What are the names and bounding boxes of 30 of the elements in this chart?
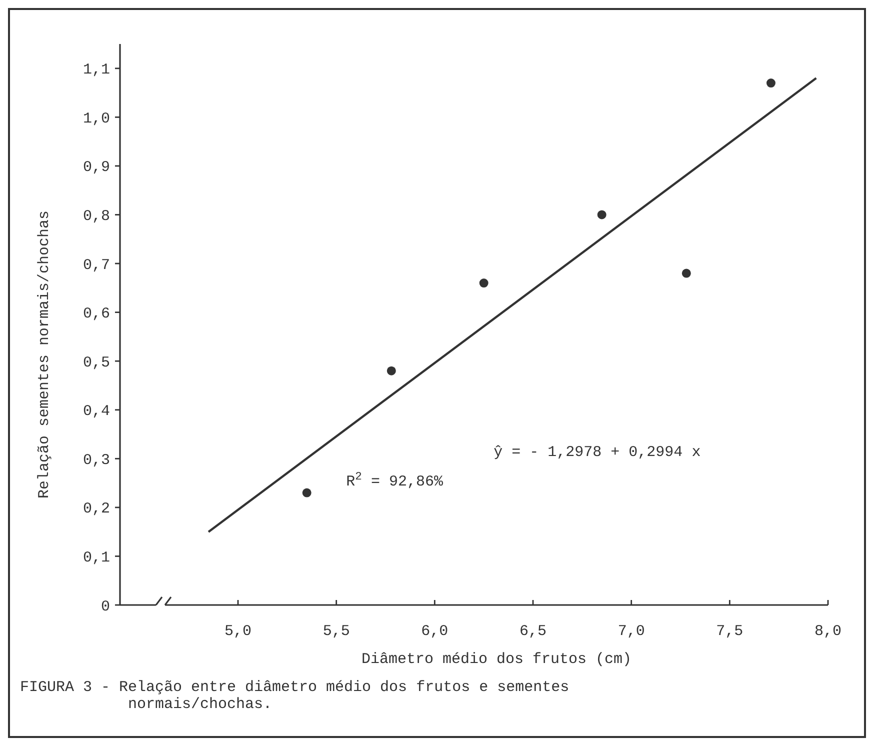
x-tick-label: 7,5 [716, 623, 744, 640]
x-tick-label: 6,5 [519, 623, 547, 640]
annotation: ŷ = - 1,2978 + 0,2994 x [494, 444, 701, 462]
y-tick-label: 0,7 [82, 256, 110, 274]
point [766, 78, 776, 88]
x-tick-label: 6,0 [421, 623, 448, 640]
y-axis-title: Relação sementes normais/chochas [36, 210, 53, 499]
x-tick-label: 8,0 [814, 623, 842, 640]
y-tick-label: 0,6 [82, 306, 110, 323]
point [479, 278, 488, 288]
y-tick-label: 1,1 [82, 62, 110, 79]
y-tick-label: 0,4 [82, 403, 110, 420]
x-tick-label: 7,0 [618, 623, 645, 640]
text: FIGURA 3 - Relação entre diâmetro médio dos frutos e sementes normais/chochas. [20, 679, 570, 713]
y-tick-label: 1,0 [82, 110, 110, 128]
point [302, 488, 312, 498]
point [682, 268, 691, 278]
y-tick-label: 0,1 [82, 549, 110, 566]
x-tick-label: 5,5 [322, 623, 350, 640]
y-tick-label: 0,3 [82, 452, 110, 469]
y-tick-label: 0,9 [82, 159, 110, 176]
y-tick-label: 0 [100, 598, 110, 616]
annotation: R$^{2}$ = 92,86% [346, 471, 444, 490]
y-tick-label: 0,8 [82, 208, 110, 225]
y-tick-label: 0,5 [82, 354, 110, 372]
y-tick-label: 0,2 [82, 500, 110, 518]
point [597, 210, 606, 220]
point [386, 366, 396, 376]
x-tick-label: 5,0 [224, 623, 252, 640]
x-axis-title: Diâmetro médio dos frutos (cm) [361, 651, 632, 668]
